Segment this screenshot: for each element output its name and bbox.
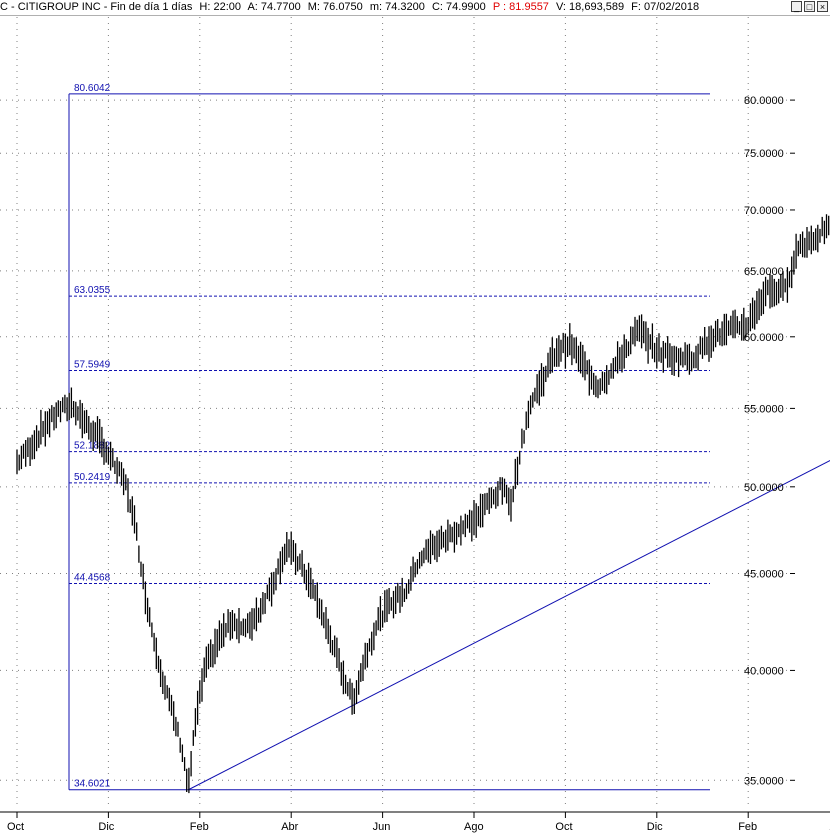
price-bars	[16, 214, 830, 794]
y-tick-label: 80.0000	[744, 95, 784, 107]
y-tick-label: 45.0000	[744, 569, 784, 581]
x-tick-label: Dic	[98, 821, 114, 833]
y-tick-label: 65.0000	[744, 266, 784, 278]
x-tick-label: Feb	[190, 821, 209, 833]
fib-level-label: 44.4568	[74, 572, 111, 583]
analysis-lines	[188, 459, 830, 791]
header-open: A: 74.7700	[247, 1, 301, 13]
fibonacci-levels: 80.6042 63.0355 57.5949 52.1882 50.2419 44.45…	[68, 83, 710, 791]
trendline	[188, 459, 830, 791]
minimize-button[interactable]: _	[791, 1, 802, 12]
x-tick-label: Ago	[464, 821, 484, 833]
fib-level-label: 63.0355	[74, 285, 111, 296]
header-time: H: 22:00	[199, 1, 242, 13]
y-tick-label: 35.0000	[744, 775, 784, 787]
x-axis: OctDicFebAbrJunAgoOctDicFebAbrJunAgoOctD…	[0, 811, 830, 833]
y-tick-label: 70.0000	[744, 205, 784, 217]
x-tick-label: Jun	[373, 821, 391, 833]
header-symbol: C - CITIGROUP INC - Fin de día 1 días	[0, 1, 193, 13]
x-tick-label: Oct	[7, 821, 24, 833]
fib-level-label: 52.1882	[74, 441, 111, 452]
maximize-button[interactable]: □	[804, 1, 815, 12]
header-volume: V: 18,693,589	[556, 1, 625, 13]
y-tick-label: 40.0000	[744, 665, 784, 677]
chart-grid	[0, 17, 790, 809]
header-pointer-price: P : 81.9557	[492, 1, 549, 13]
chart-header: C - CITIGROUP INC - Fin de día 1 días H:…	[0, 0, 830, 16]
fib-level-label: 34.6021	[74, 779, 111, 790]
x-tick-label: Feb	[738, 821, 757, 833]
header-low: m: 74.3200	[369, 1, 425, 13]
x-tick-label: Abr	[281, 821, 298, 833]
y-tick-label: 75.0000	[744, 148, 784, 160]
fib-level-label: 57.5949	[74, 359, 111, 370]
close-button[interactable]: ×	[817, 1, 828, 12]
header-date: F: 07/02/2018	[631, 1, 700, 13]
y-axis: 35.0000 40.0000 45.0000 50.0000 55.0000 60.00…	[744, 95, 795, 787]
x-tick-label: Dic	[647, 821, 663, 833]
y-tick-label: 60.0000	[744, 332, 784, 344]
fib-level-label: 80.6042	[74, 83, 111, 94]
y-tick-label: 55.0000	[744, 403, 784, 415]
x-tick-label: Oct	[555, 821, 572, 833]
fib-level-label: 50.2419	[74, 472, 111, 483]
header-high: M: 76.0750	[307, 1, 363, 13]
y-tick-label: 50.0000	[744, 482, 784, 494]
price-series	[16, 214, 830, 794]
header-close: C: 74.9900	[431, 1, 486, 13]
window-buttons: _ □ ×	[791, 1, 828, 12]
